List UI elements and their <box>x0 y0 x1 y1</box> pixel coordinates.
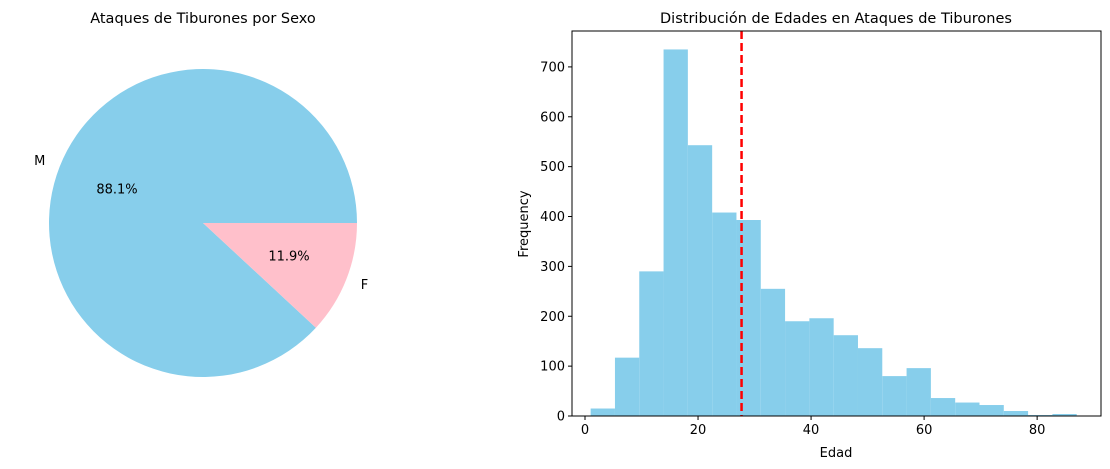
y-tick-label: 500 <box>540 160 565 175</box>
pie-chart: Ataques de Tiburones por Sexo M 88.1% F 11.… <box>34 11 368 377</box>
histogram-bar-2 <box>639 271 664 416</box>
pie-title: Ataques de Tiburones por Sexo <box>90 11 316 27</box>
pie-slice-f-label: F <box>361 278 368 293</box>
y-tick-label: 0 <box>557 410 565 425</box>
histogram-bar-11 <box>857 348 883 416</box>
histogram-bar-15 <box>955 402 980 416</box>
histogram-bar-10 <box>833 335 858 416</box>
histogram-bar-8 <box>785 321 810 416</box>
histogram-bar-5 <box>712 212 737 416</box>
histogram-bar-6 <box>736 220 761 416</box>
pie-slice-f <box>203 223 357 328</box>
histogram-bar-16 <box>979 405 1004 416</box>
y-tick-label: 400 <box>540 210 565 225</box>
histogram-bar-17 <box>1003 411 1029 416</box>
y-tick-label: 200 <box>540 310 565 325</box>
x-tick-label: 80 <box>1029 423 1046 438</box>
histogram-bar-9 <box>809 318 834 416</box>
x-axis-ticks: 0 20 40 60 80 <box>581 416 1046 438</box>
y-tick-label: 700 <box>540 60 565 75</box>
histogram-bar-19 <box>1052 414 1077 416</box>
x-tick-label: 40 <box>803 423 820 438</box>
pie-labels: M 88.1% F 11.9% <box>34 154 368 293</box>
y-axis-ticks: 0 100 200 300 400 500 600 700 <box>540 60 572 425</box>
y-tick-label: 100 <box>540 360 565 375</box>
x-tick-label: 20 <box>690 423 707 438</box>
histogram-bar-3 <box>663 49 688 416</box>
histogram-chart: Distribución de Edades en Ataques de Tib… <box>517 11 1102 461</box>
x-tick-label: 0 <box>581 423 589 438</box>
pie-slice-f-percent: 11.9% <box>268 250 309 265</box>
histogram-bar-0 <box>590 408 615 416</box>
histogram-bar-14 <box>930 398 956 416</box>
pie-slice-m-label: M <box>34 154 45 169</box>
x-axis-label: Edad <box>820 446 853 461</box>
pie-slices <box>48 68 357 377</box>
y-tick-label: 300 <box>540 260 565 275</box>
histogram-bar-4 <box>687 145 713 416</box>
pie-slice-m <box>48 68 357 377</box>
histogram-bar-12 <box>882 376 907 416</box>
y-tick-label: 600 <box>540 110 565 125</box>
histogram-title: Distribución de Edades en Ataques de Tib… <box>660 11 1012 27</box>
histogram-bars <box>590 49 1077 416</box>
histogram-bar-7 <box>760 288 786 416</box>
histogram-bar-13 <box>906 368 931 416</box>
x-tick-label: 60 <box>916 423 933 438</box>
y-axis-label: Frequency <box>517 190 532 257</box>
histogram-bar-1 <box>614 357 640 416</box>
pie-slice-m-percent: 88.1% <box>96 182 137 197</box>
plot-frame <box>571 30 1102 417</box>
